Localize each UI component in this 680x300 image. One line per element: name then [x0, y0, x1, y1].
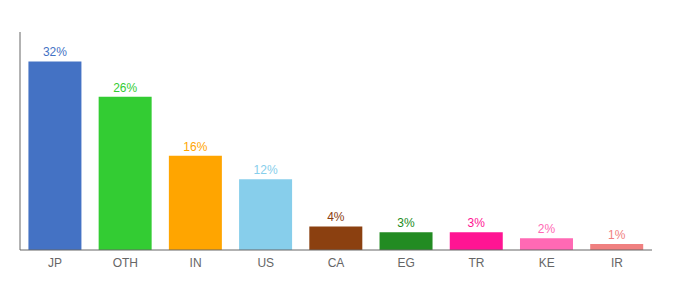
svg-text:16%: 16% [183, 140, 207, 154]
svg-text:JP: JP [48, 256, 62, 270]
svg-text:KE: KE [539, 256, 555, 270]
svg-text:12%: 12% [254, 163, 278, 177]
svg-text:IR: IR [611, 256, 623, 270]
svg-text:32%: 32% [43, 45, 67, 59]
svg-text:OTH: OTH [113, 256, 138, 270]
svg-text:TR: TR [468, 256, 484, 270]
svg-text:2%: 2% [538, 222, 556, 236]
svg-text:26%: 26% [113, 81, 137, 95]
svg-text:EG: EG [398, 256, 415, 270]
svg-text:3%: 3% [468, 216, 486, 230]
svg-text:CA: CA [328, 256, 345, 270]
svg-text:1%: 1% [608, 228, 626, 242]
svg-text:4%: 4% [327, 210, 345, 224]
svg-text:IN: IN [190, 256, 202, 270]
svg-text:3%: 3% [397, 216, 415, 230]
svg-text:US: US [257, 256, 274, 270]
